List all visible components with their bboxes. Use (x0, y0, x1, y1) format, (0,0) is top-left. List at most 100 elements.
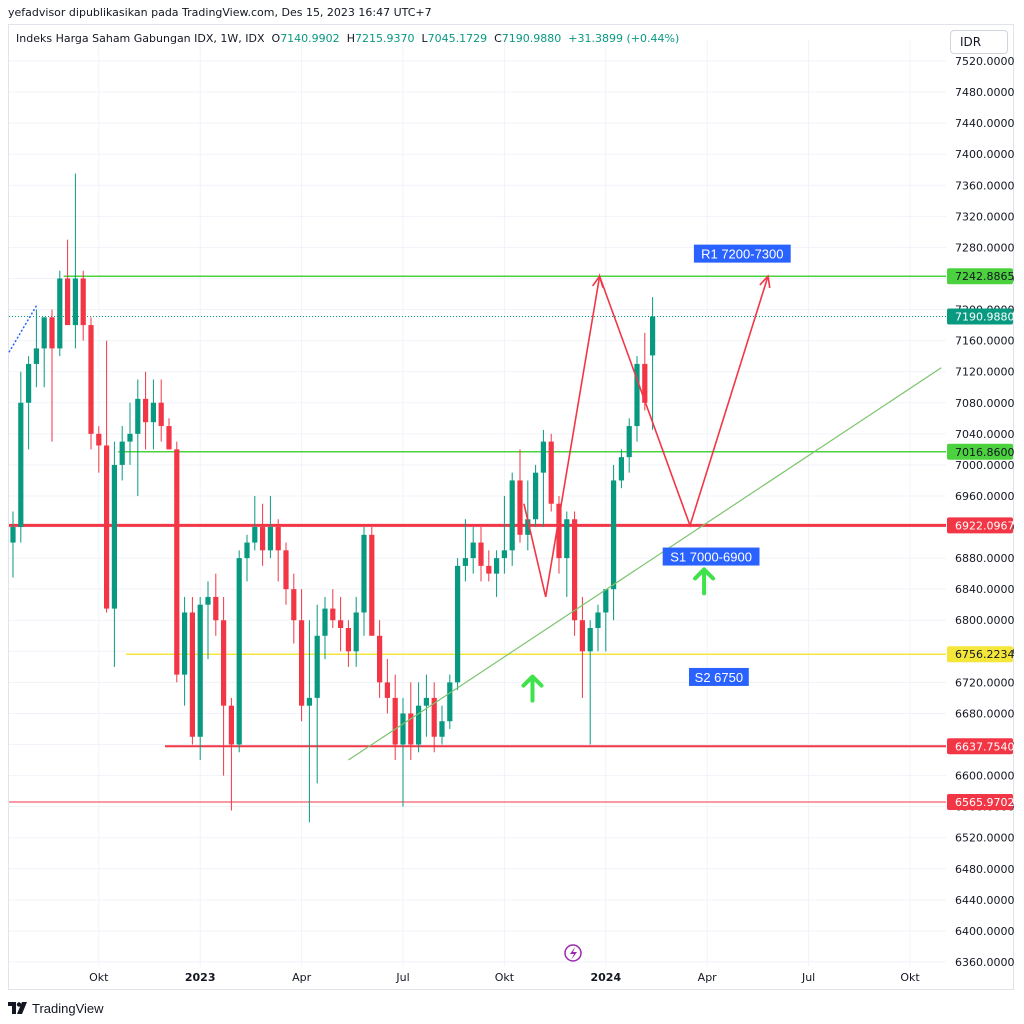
label-s1-box (662, 547, 760, 566)
price-tick-label: 6400.0000 (955, 925, 1015, 938)
drawings-layer: R1 7200-7300 S1 7000-6900 S2 6750 (8, 244, 942, 761)
candle-body (26, 363, 32, 403)
candle-body (213, 596, 219, 621)
candle-body (408, 713, 414, 745)
candle-body (306, 697, 312, 706)
current-price-tag (947, 308, 1013, 325)
candle-body (72, 278, 78, 326)
candle-body (338, 620, 344, 629)
candle-body (611, 480, 617, 590)
label-r1-box (693, 244, 791, 263)
high-label: H (346, 32, 355, 45)
price-tick-label: 6360.0000 (955, 956, 1015, 969)
label-s1: S1 7000-6900 (662, 547, 760, 566)
candle-body (267, 527, 273, 551)
price-tick-label: 7280.0000 (955, 241, 1015, 254)
time-tick-label: Okt (495, 971, 515, 984)
publish-info: yefadvisor dipublikasikan pada TradingVi… (8, 6, 432, 19)
time-tick-label: Jul (395, 971, 409, 984)
candle-body (65, 278, 71, 326)
candle-body (603, 589, 609, 613)
price-tick-label: 7120.0000 (955, 366, 1015, 379)
candle-body (501, 550, 507, 559)
green-arrow-s1 (693, 567, 716, 596)
symbol-title: Indeks Harga Saham Gabungan IDX, 1W, IDX (16, 32, 265, 45)
tradingview-logo-icon (8, 1002, 27, 1014)
candle-body (345, 628, 351, 652)
candle-body (447, 682, 453, 722)
resistance-7242-tag (947, 268, 1013, 285)
time-tick-label: Jul (801, 971, 815, 984)
candle-body (260, 527, 266, 551)
change-value: +31.3899 (+0.44%) (568, 32, 680, 45)
price-axis[interactable]: 7520.0000 7480.0000 7440.0000 7400.0000 7360… (947, 55, 1015, 969)
price-tick-label: 6520.0000 (955, 832, 1015, 845)
high-value: 7215.9370 (354, 32, 415, 45)
price-tick-label: 7160.0000 (955, 335, 1015, 348)
time-tick-label: Apr (698, 971, 718, 984)
candle-body (579, 620, 585, 652)
support-6565-tag (947, 794, 1013, 811)
chart-frame (8, 24, 1014, 990)
candle-body (104, 445, 110, 609)
candle-body (33, 348, 39, 364)
candle-body (650, 316, 656, 356)
candle-body (595, 612, 601, 629)
candle-body (80, 278, 86, 326)
candle-body (174, 449, 180, 675)
arrow-up-icon (693, 567, 716, 596)
price-tick-label: 7400.0000 (955, 148, 1015, 161)
currency-button[interactable]: IDR (950, 30, 1008, 54)
open-value: 7140.9902 (280, 32, 340, 45)
support-6637-tag (947, 738, 1013, 755)
support-6922-tag-label: 6922.0967 (955, 519, 1015, 532)
support-6756-tag (947, 646, 1013, 663)
time-tick-label: 2023 (185, 971, 216, 984)
candle-body (626, 426, 632, 458)
candle-body (221, 620, 227, 706)
support-6922-tag (947, 517, 1013, 534)
candles-layer (10, 173, 656, 823)
candle-body (291, 589, 297, 621)
candle-body (517, 480, 523, 535)
candle-body (377, 635, 383, 683)
price-tick-label: 6720.0000 (955, 676, 1015, 689)
candle-body (96, 433, 102, 446)
green-arrow-s2 (521, 674, 544, 703)
candle-body (572, 519, 578, 621)
price-tick-label: 6800.0000 (955, 614, 1015, 627)
time-axis[interactable]: Okt 2023 Apr Jul Okt 2024 Apr Jul Okt (89, 971, 920, 984)
candle-body (494, 558, 500, 574)
tradingview-logo[interactable]: TradingView (8, 999, 104, 1017)
candle-body (299, 620, 305, 706)
time-tick-label: Okt (89, 971, 109, 984)
candle-body (166, 426, 172, 450)
candle-body (18, 402, 24, 528)
candle-body (127, 433, 133, 442)
label-s2-text: S2 6750 (695, 670, 743, 685)
candle-body (369, 534, 375, 636)
price-tick-label: 7040.0000 (955, 428, 1015, 441)
candle-body (455, 565, 461, 683)
support-6756-tag-label: 6756.2234 (955, 648, 1015, 661)
candle-body (322, 608, 328, 636)
flash-icon[interactable] (564, 944, 582, 962)
low-label: L (421, 32, 428, 45)
candle-body (361, 534, 367, 613)
time-tick-label: Apr (292, 971, 312, 984)
candle-body (400, 713, 406, 745)
support-7016-tag-label: 7016.8600 (955, 446, 1015, 459)
candle-body (57, 278, 63, 349)
open-label: O (271, 32, 281, 45)
label-s2-box (689, 667, 749, 686)
candle-body (330, 608, 336, 621)
label-s2: S2 6750 (689, 667, 749, 686)
horizontal-levels (9, 275, 946, 803)
price-tick-label: 7440.0000 (955, 117, 1015, 130)
candle-body (228, 705, 234, 745)
resistance-7242-tag-label: 7242.8865 (955, 270, 1015, 283)
price-tick-label: 7080.0000 (955, 397, 1015, 410)
price-tick-label: 6680.0000 (955, 707, 1015, 720)
support-6565-tag-label: 6565.9702 (955, 796, 1015, 809)
